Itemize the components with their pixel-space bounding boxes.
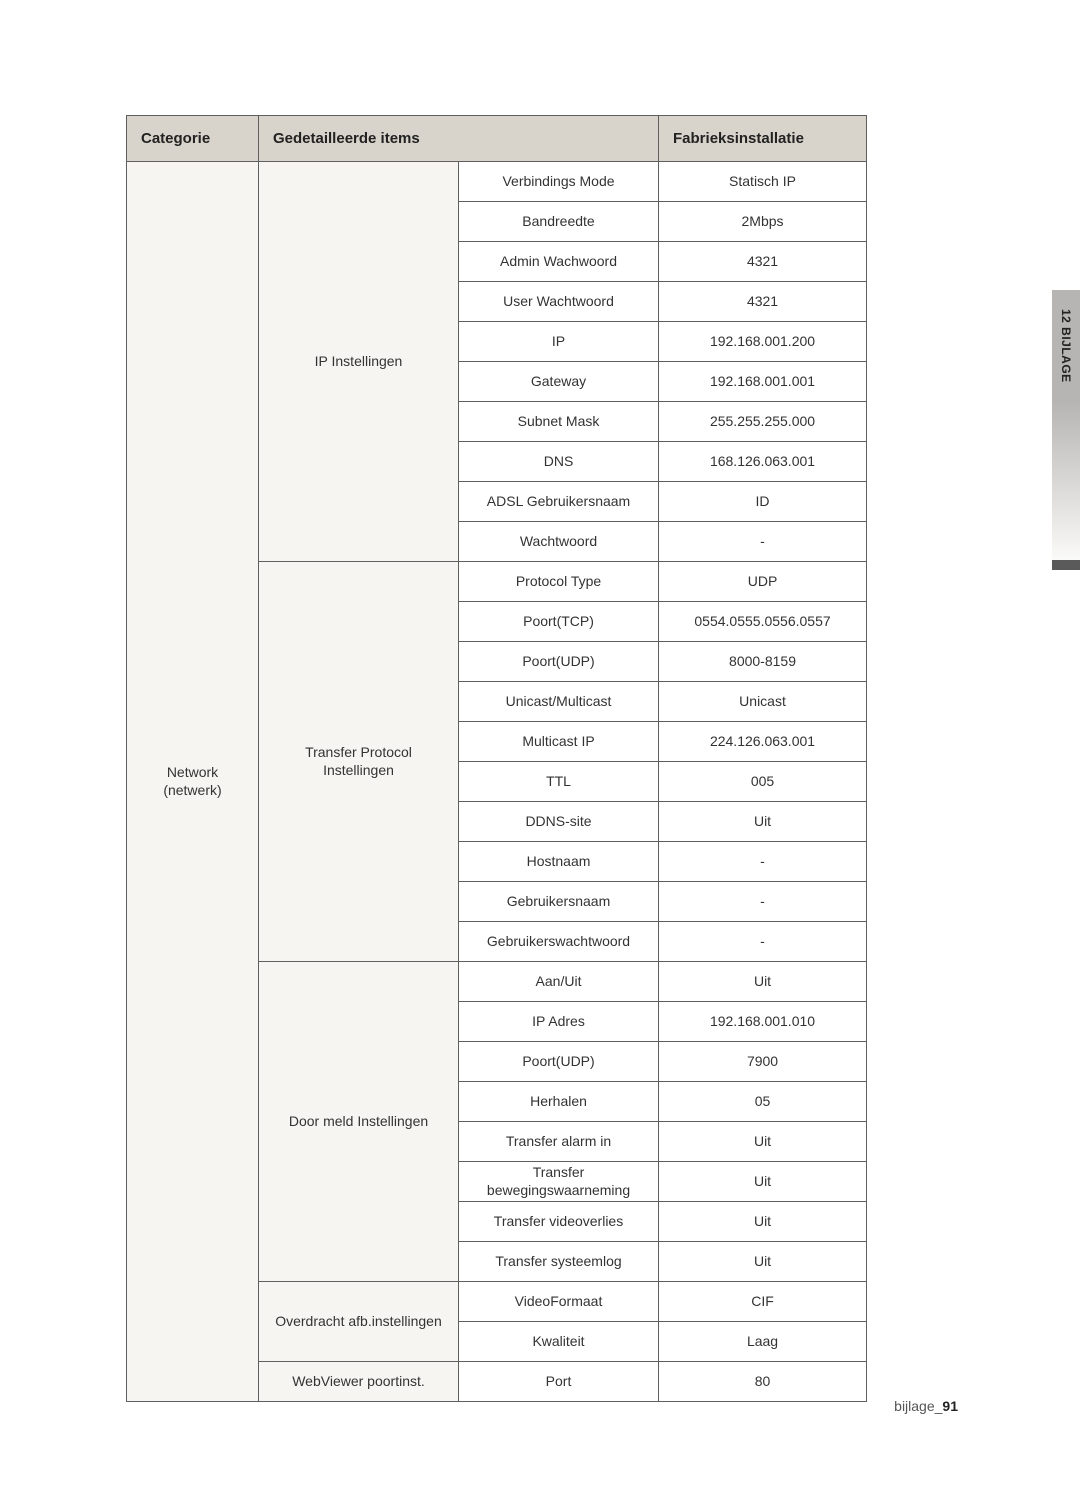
value-cell: 05	[659, 1082, 867, 1122]
value-cell: CIF	[659, 1282, 867, 1322]
value-cell: Unicast	[659, 682, 867, 722]
value-cell: Uit	[659, 1202, 867, 1242]
item-cell: Aan/Uit	[459, 962, 659, 1002]
side-tab-label-box: 12 BIJLAGE	[1052, 290, 1080, 402]
item-cell: Gebruikersnaam	[459, 882, 659, 922]
item-cell: Subnet Mask	[459, 402, 659, 442]
item-cell: User Wachtwoord	[459, 282, 659, 322]
item-cell: Transfer systeemlog	[459, 1242, 659, 1282]
value-cell: 4321	[659, 242, 867, 282]
item-cell: Bandreedte	[459, 202, 659, 242]
item-cell: Transfer alarm in	[459, 1122, 659, 1162]
group-cell: Transfer ProtocolInstellingen	[259, 562, 459, 962]
item-cell: Poort(UDP)	[459, 642, 659, 682]
value-cell: 192.168.001.001	[659, 362, 867, 402]
side-tab: 12 BIJLAGE	[1052, 290, 1080, 570]
side-tab-gradient	[1052, 402, 1080, 570]
value-cell: 4321	[659, 282, 867, 322]
item-cell: Herhalen	[459, 1082, 659, 1122]
item-cell: Kwaliteit	[459, 1322, 659, 1362]
item-cell: Gebruikerswachtwoord	[459, 922, 659, 962]
value-cell: -	[659, 842, 867, 882]
value-cell: -	[659, 882, 867, 922]
item-cell: IP	[459, 322, 659, 362]
value-cell: Uit	[659, 802, 867, 842]
item-cell: Gateway	[459, 362, 659, 402]
header-categorie: Categorie	[127, 116, 259, 162]
value-cell: -	[659, 922, 867, 962]
item-cell: Port	[459, 1362, 659, 1402]
item-cell: Protocol Type	[459, 562, 659, 602]
item-cell: Verbindings Mode	[459, 162, 659, 202]
value-cell: 0554.0555.0556.0557	[659, 602, 867, 642]
value-cell: 80	[659, 1362, 867, 1402]
page-footer: bijlage_91	[894, 1398, 958, 1414]
item-cell: VideoFormaat	[459, 1282, 659, 1322]
value-cell: -	[659, 522, 867, 562]
item-cell: IP Adres	[459, 1002, 659, 1042]
group-cell: Door meld Instellingen	[259, 962, 459, 1282]
item-cell: Poort(TCP)	[459, 602, 659, 642]
item-cell: Admin Wachwoord	[459, 242, 659, 282]
value-cell: 8000-8159	[659, 642, 867, 682]
header-items: Gedetailleerde items	[259, 116, 659, 162]
value-cell: 168.126.063.001	[659, 442, 867, 482]
value-cell: UDP	[659, 562, 867, 602]
item-cell: Transfer videoverlies	[459, 1202, 659, 1242]
settings-table: Categorie Gedetailleerde items Fabrieksi…	[126, 115, 867, 1402]
value-cell: ID	[659, 482, 867, 522]
value-cell: 2Mbps	[659, 202, 867, 242]
value-cell: 7900	[659, 1042, 867, 1082]
item-cell: Transferbewegingswaarneming	[459, 1162, 659, 1202]
value-cell: Statisch IP	[659, 162, 867, 202]
group-cell: IP Instellingen	[259, 162, 459, 562]
header-default: Fabrieksinstallatie	[659, 116, 867, 162]
item-cell: Unicast/Multicast	[459, 682, 659, 722]
value-cell: Uit	[659, 1242, 867, 1282]
item-cell: DNS	[459, 442, 659, 482]
value-cell: 192.168.001.200	[659, 322, 867, 362]
item-cell: Hostnaam	[459, 842, 659, 882]
value-cell: Uit	[659, 1122, 867, 1162]
value-cell: 192.168.001.010	[659, 1002, 867, 1042]
value-cell: Uit	[659, 962, 867, 1002]
value-cell: Laag	[659, 1322, 867, 1362]
footer-page: 91	[942, 1398, 958, 1414]
item-cell: Poort(UDP)	[459, 1042, 659, 1082]
item-cell: DDNS-site	[459, 802, 659, 842]
value-cell: 224.126.063.001	[659, 722, 867, 762]
item-cell: Multicast IP	[459, 722, 659, 762]
value-cell: Uit	[659, 1162, 867, 1202]
category-cell: Network(netwerk)	[127, 162, 259, 1402]
group-cell: Overdracht afb.instellingen	[259, 1282, 459, 1362]
item-cell: Wachtwoord	[459, 522, 659, 562]
group-cell: WebViewer poortinst.	[259, 1362, 459, 1402]
value-cell: 005	[659, 762, 867, 802]
side-tab-label: 12 BIJLAGE	[1059, 309, 1073, 383]
value-cell: 255.255.255.000	[659, 402, 867, 442]
item-cell: ADSL Gebruikersnaam	[459, 482, 659, 522]
footer-text: bijlage_	[894, 1398, 942, 1414]
table-row: Network(netwerk)IP InstellingenVerbindin…	[127, 162, 867, 202]
item-cell: TTL	[459, 762, 659, 802]
table-header-row: Categorie Gedetailleerde items Fabrieksi…	[127, 116, 867, 162]
